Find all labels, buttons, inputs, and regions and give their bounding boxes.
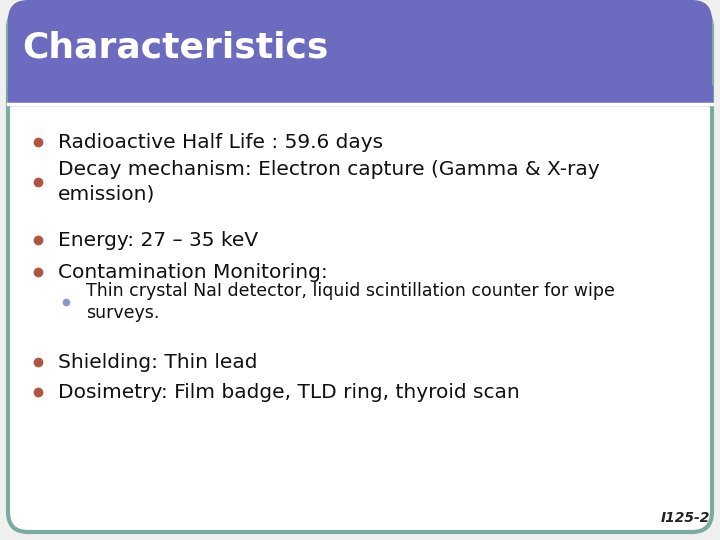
Text: Shielding: Thin lead: Shielding: Thin lead [58,353,258,372]
FancyBboxPatch shape [8,8,712,532]
Text: Dosimetry: Film badge, TLD ring, thyroid scan: Dosimetry: Film badge, TLD ring, thyroid… [58,382,520,402]
Text: Energy: 27 – 35 keV: Energy: 27 – 35 keV [58,231,258,249]
Text: Thin crystal NaI detector, liquid scintillation counter for wipe
surveys.: Thin crystal NaI detector, liquid scinti… [86,281,615,322]
Text: Decay mechanism: Electron capture (Gamma & X-ray
emission): Decay mechanism: Electron capture (Gamma… [58,160,600,204]
Text: I125-2: I125-2 [661,511,710,525]
Text: Contamination Monitoring:: Contamination Monitoring: [58,262,328,281]
Bar [8,85,712,105]
Text: Radioactive Half Life : 59.6 days: Radioactive Half Life : 59.6 days [58,132,383,152]
FancyBboxPatch shape [8,0,712,105]
Text: Characteristics: Characteristics [22,30,328,64]
